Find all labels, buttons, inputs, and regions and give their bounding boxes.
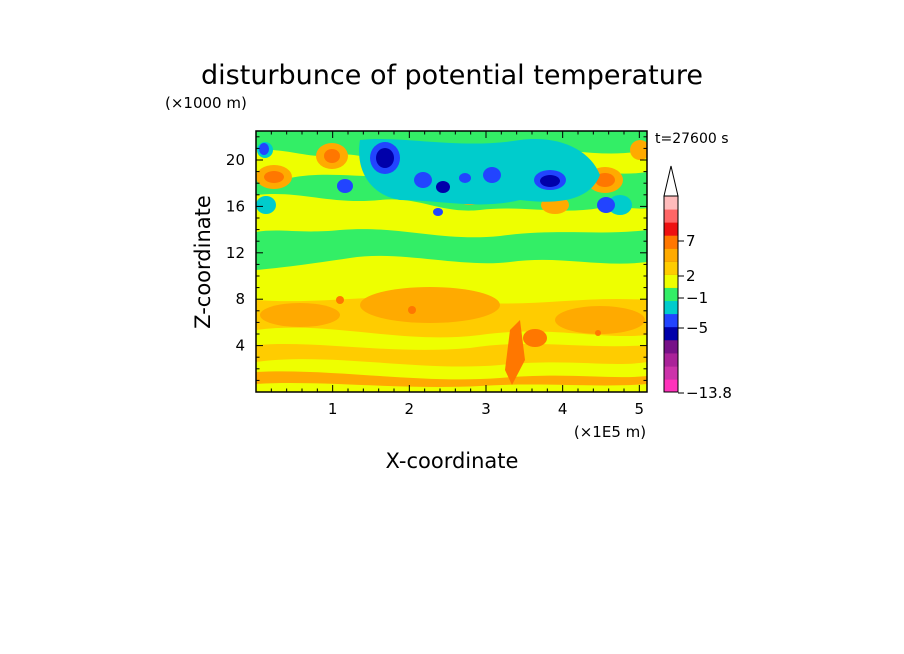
field-warm-blob-core — [264, 171, 284, 183]
y-unit-label: (×1000 m) — [165, 94, 247, 112]
colorbar-swatch — [664, 313, 678, 328]
field-warm-blob-core — [324, 149, 340, 163]
colorbar-swatch — [664, 274, 678, 288]
colorbar-swatch — [664, 209, 678, 223]
field-cold-core — [459, 173, 471, 183]
field-cold-zone — [359, 138, 600, 205]
field-patch-orange — [360, 287, 500, 323]
y-tick-label: 4 — [235, 337, 245, 355]
colorbar-swatch — [664, 261, 678, 275]
y-tick-label: 16 — [226, 197, 245, 215]
x-unit-label: (×1E5 m) — [574, 423, 646, 441]
field-warm-blob-core — [595, 173, 615, 187]
x-tick-label: 3 — [481, 400, 491, 418]
colorbar-swatch — [664, 378, 678, 393]
field-cold-core-deep — [540, 175, 560, 187]
field-stripe-3 — [256, 371, 647, 387]
colorbar-swatch — [664, 248, 678, 262]
field-cold-core — [414, 172, 432, 188]
colorbar-label: −5 — [686, 319, 708, 337]
x-axis: 1 2 3 4 5 — [255, 131, 645, 418]
y-axis-label: Z-coordinate — [191, 195, 215, 329]
colorbar-swatch — [664, 235, 678, 249]
chart-title: disturbunce of potential temperature — [201, 60, 703, 91]
colorbar-label: −1 — [686, 289, 708, 307]
x-tick-label: 4 — [558, 400, 568, 418]
field-cold-core — [433, 208, 443, 216]
colorbar-swatch — [664, 365, 678, 380]
colorbar-swatch — [664, 352, 678, 367]
colorbar-swatch — [664, 339, 678, 354]
y-tick-label: 12 — [226, 244, 245, 262]
field-streak-yellow — [256, 193, 647, 238]
y-tick-label: 20 — [226, 151, 245, 169]
time-label: t=27600 s — [655, 131, 729, 147]
contour-field — [256, 131, 647, 392]
colorbar-swatch — [664, 300, 678, 315]
colorbar-swatch — [664, 326, 678, 341]
field-cold-core — [483, 167, 501, 183]
x-axis-label: X-coordinate — [386, 449, 519, 473]
colorbar-swatch — [664, 222, 678, 236]
y-axis: 4 8 12 16 20 — [226, 136, 647, 393]
field-cold-core — [597, 197, 615, 213]
colorbar-swatch — [664, 196, 678, 210]
field-patch-orange — [555, 306, 645, 334]
field-band-yellow — [256, 247, 647, 304]
colorbar-extend-arrow — [663, 165, 679, 197]
field-cold-core-deep — [376, 148, 394, 168]
field-cold-zone — [608, 195, 632, 215]
plot-frame — [255, 130, 648, 393]
field-patch-orange — [260, 303, 340, 327]
colorbar-swatch — [664, 287, 678, 302]
field-cold-core — [259, 143, 269, 155]
x-tick-label: 5 — [635, 400, 645, 418]
field-dot — [595, 330, 601, 336]
field-dot — [336, 296, 344, 304]
field-dot — [408, 306, 416, 314]
field-cold-core — [337, 179, 353, 193]
colorbar-frame — [663, 195, 679, 393]
colorbar-label: 2 — [686, 267, 696, 285]
x-tick-label: 1 — [328, 400, 338, 418]
colorbar-label: −13.8 — [686, 384, 732, 402]
y-tick-label: 8 — [235, 290, 245, 308]
field-patch-dark-orange — [523, 329, 547, 347]
colorbar-label: 7 — [686, 232, 696, 250]
field-cold-zone — [256, 196, 276, 214]
colorbar: 7 2 −1 −5 −13.8 — [663, 165, 732, 402]
field-cold-core-deep — [436, 181, 450, 193]
x-tick-label: 2 — [405, 400, 415, 418]
field-warm-blob — [630, 140, 647, 160]
field-plume — [505, 320, 525, 385]
field-stripe-1 — [256, 327, 647, 350]
